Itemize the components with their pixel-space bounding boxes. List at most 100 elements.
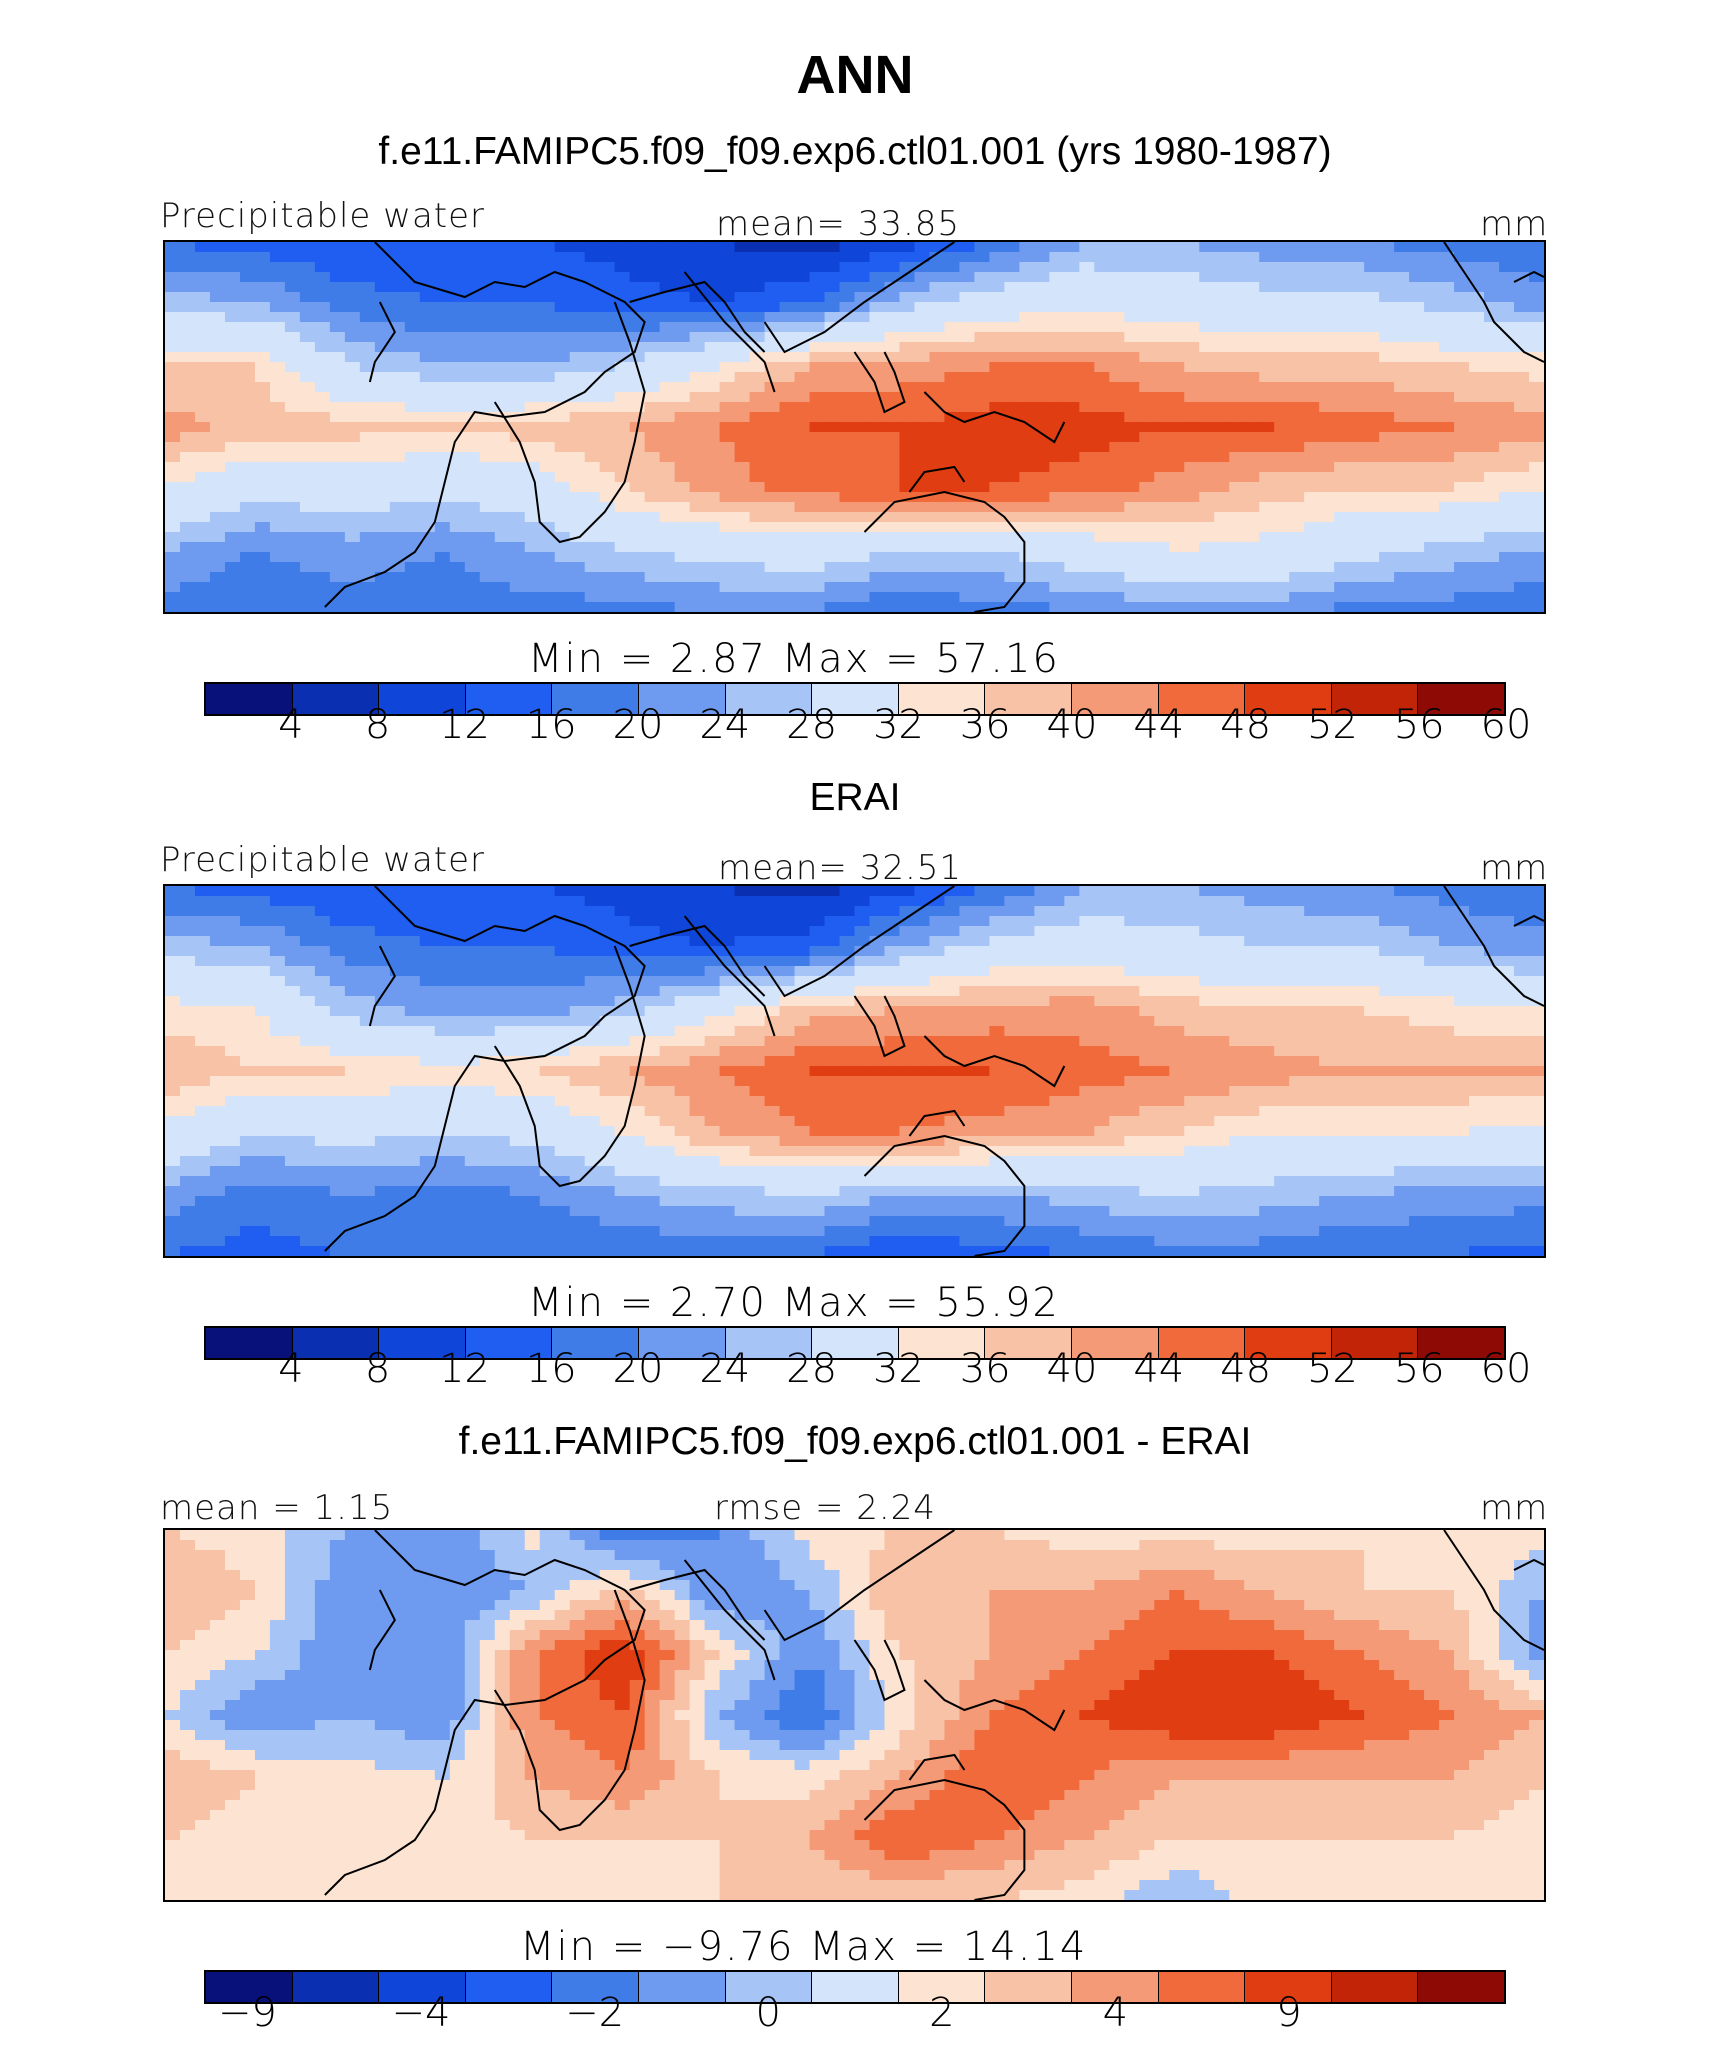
heatmap-cell: [1049, 322, 1065, 333]
heatmap-cell: [434, 522, 451, 533]
heatmap-cell: [1259, 956, 1275, 967]
heatmap-cell: [1214, 362, 1230, 373]
heatmap-cell: [1004, 1016, 1020, 1027]
heatmap-cell: [749, 302, 766, 313]
heatmap-cell: [779, 322, 796, 333]
heatmap-cell: [989, 332, 1005, 343]
heatmap-cell: [179, 582, 196, 593]
heatmap-cell: [1184, 362, 1200, 373]
heatmap-cell: [179, 552, 196, 563]
panel1-left-label: Precipitable water: [160, 196, 486, 236]
heatmap-cell: [929, 1016, 946, 1027]
heatmap-cell: [1184, 592, 1200, 603]
heatmap-cell: [209, 422, 226, 433]
heatmap-cell: [1514, 966, 1530, 977]
heatmap-cell: [329, 422, 346, 433]
heatmap-cell: [1109, 262, 1125, 273]
heatmap-cell: [389, 512, 406, 523]
heatmap-cell: [389, 906, 406, 917]
heatmap-cell: [539, 956, 556, 967]
heatmap-cell: [1409, 532, 1425, 543]
heatmap-cell: [899, 472, 916, 483]
heatmap-cell: [1244, 422, 1260, 433]
heatmap-cell: [1409, 382, 1425, 393]
heatmap-cell: [165, 956, 181, 967]
coastline: [368, 301, 396, 383]
heatmap-cell: [1019, 462, 1035, 473]
heatmap-cell: [1064, 896, 1080, 907]
heatmap-cell: [1094, 602, 1110, 612]
heatmap-cell: [989, 352, 1005, 363]
heatmap-cell: [539, 896, 556, 907]
heatmap-cell: [389, 442, 406, 453]
heatmap-cell: [1214, 582, 1230, 593]
heatmap-cell: [1319, 896, 1335, 907]
heatmap-cell: [479, 442, 496, 453]
heatmap-cell: [1169, 342, 1185, 353]
heatmap-cell: [1034, 372, 1050, 383]
heatmap-cell: [1379, 392, 1395, 403]
heatmap-cell: [404, 966, 421, 977]
heatmap-cell: [1514, 312, 1530, 323]
heatmap-cell: [314, 442, 331, 453]
heatmap-cell: [524, 272, 541, 283]
heatmap-cell: [569, 432, 586, 443]
heatmap-cell: [1019, 976, 1035, 987]
heatmap-cell: [1244, 532, 1260, 543]
heatmap-cell: [944, 552, 961, 563]
heatmap-cell: [1004, 352, 1020, 363]
heatmap-cell: [1184, 1026, 1200, 1037]
heatmap-cell: [1004, 1036, 1020, 1047]
heatmap-cell: [239, 532, 256, 543]
heatmap-cell: [809, 262, 826, 273]
heatmap-cell: [599, 422, 616, 433]
heatmap-cell: [1274, 1006, 1290, 1017]
heatmap-cell: [1094, 1016, 1110, 1027]
heatmap-cell: [359, 302, 376, 313]
heatmap-cell: [1169, 1036, 1185, 1047]
heatmap-cell: [824, 916, 841, 927]
heatmap-cell: [584, 956, 601, 967]
heatmap-cell: [1349, 422, 1365, 433]
heatmap-cell: [419, 452, 436, 463]
heatmap-cell: [1019, 412, 1035, 423]
heatmap-cell: [899, 492, 916, 503]
heatmap-cell: [1499, 916, 1515, 927]
heatmap-cell: [599, 452, 616, 463]
heatmap-cell: [614, 552, 631, 563]
heatmap-cell: [524, 602, 541, 612]
heatmap-cell: [824, 1036, 841, 1047]
heatmap-cell: [1349, 282, 1365, 293]
heatmap-cell: [479, 936, 496, 947]
heatmap-cell: [404, 512, 421, 523]
heatmap-cell: [1454, 1036, 1470, 1047]
heatmap-cell: [1454, 522, 1470, 533]
heatmap-cell: [509, 956, 526, 967]
heatmap-cell: [584, 292, 601, 303]
heatmap-cell: [509, 402, 526, 413]
heatmap-cell: [1469, 542, 1485, 553]
heatmap-cell: [1184, 582, 1200, 593]
heatmap-cell: [1019, 996, 1035, 1007]
heatmap-cell: [1199, 312, 1215, 323]
heatmap-cell: [269, 432, 286, 443]
heatmap-cell: [674, 272, 691, 283]
heatmap-cell: [1064, 926, 1080, 937]
heatmap-cell: [1109, 562, 1125, 573]
heatmap-cell: [1169, 552, 1185, 563]
heatmap-cell: [1409, 1016, 1425, 1027]
heatmap-cell: [479, 332, 496, 343]
heatmap-cell: [209, 442, 226, 453]
heatmap-cell: [449, 936, 466, 947]
heatmap-cell: [614, 262, 631, 273]
heatmap-cell: [1169, 412, 1185, 423]
heatmap-cell: [989, 322, 1005, 333]
heatmap-cell: [1109, 292, 1125, 303]
heatmap-cell: [1214, 462, 1230, 473]
heatmap-cell: [1289, 1006, 1305, 1017]
heatmap-cell: [974, 452, 991, 463]
heatmap-cell: [644, 292, 661, 303]
heatmap-cell: [1289, 322, 1305, 333]
heatmap-cell: [839, 542, 856, 553]
heatmap-cell: [404, 252, 421, 263]
